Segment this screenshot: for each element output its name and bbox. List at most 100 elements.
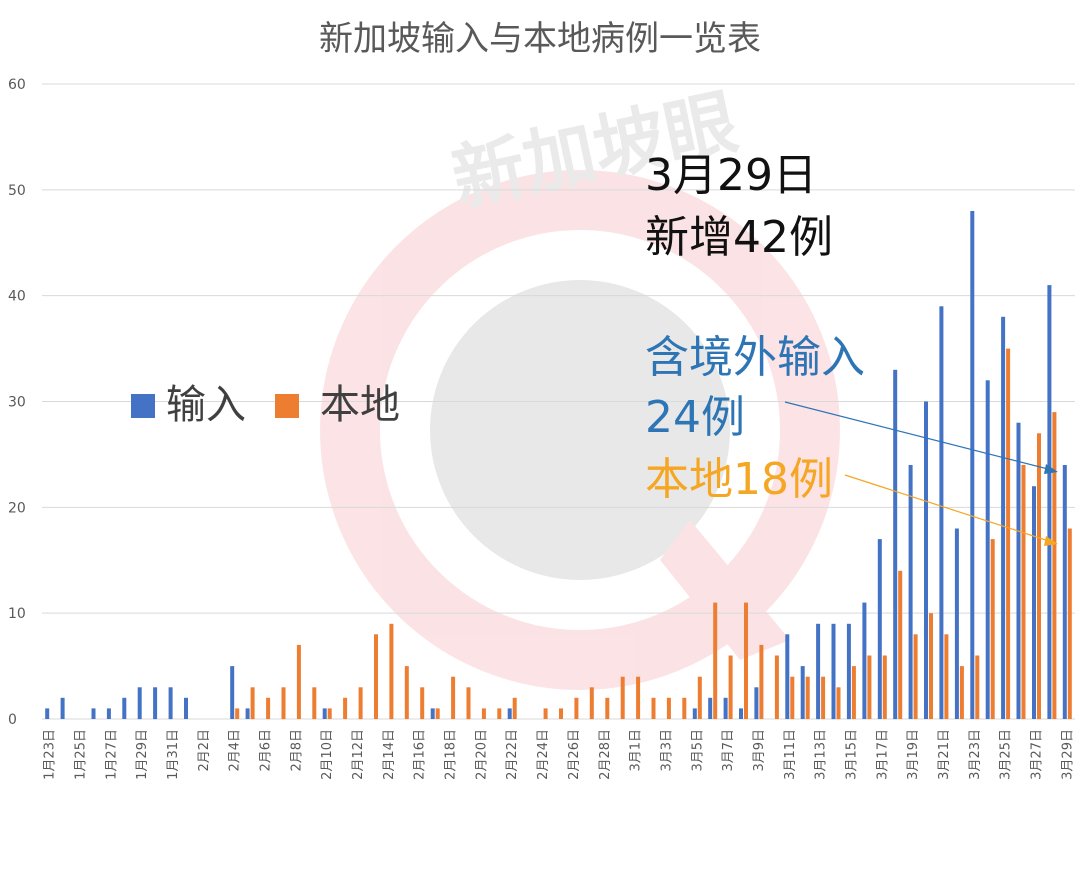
bar-local: [543, 708, 548, 719]
bar-local: [898, 570, 903, 719]
annotation-local-count: 本地18例: [645, 454, 833, 505]
bar-local: [666, 697, 671, 719]
bar-import: [1047, 285, 1052, 719]
bar-local: [990, 539, 995, 719]
y-axis-ticks: 0 10 20 30 40 50 60: [8, 77, 26, 728]
bar-import: [60, 697, 65, 719]
bar-local: [281, 687, 286, 720]
bar-local: [651, 697, 656, 719]
bar-local: [929, 613, 933, 719]
arrow-local: [844, 474, 1053, 543]
x-tick-label: 3月19日: [906, 729, 921, 780]
bar-local: [235, 708, 240, 719]
bar-local: [682, 697, 687, 719]
bar-import: [754, 687, 759, 720]
bar-import: [1032, 486, 1036, 719]
x-tick-label: 2月4日: [228, 729, 243, 772]
bar-local: [697, 676, 702, 719]
x-tick-label: 2月20日: [474, 729, 489, 780]
bars: [45, 211, 1072, 720]
bar-local: [1021, 465, 1026, 719]
annotation-total: 新增42例: [645, 212, 833, 263]
bar-import: [970, 211, 975, 719]
bar-import: [137, 687, 142, 720]
legend-swatch-local: [275, 394, 299, 418]
x-tick-label: 3月27日: [1029, 729, 1044, 780]
bar-local: [944, 634, 949, 719]
bar-local: [266, 697, 271, 719]
y-tick-label: 50: [8, 183, 26, 199]
bar-import: [708, 697, 713, 719]
bar-local: [358, 687, 363, 720]
annotation-date: 3月29日: [645, 150, 817, 201]
x-tick-label: 3月23日: [968, 729, 983, 780]
bar-import: [106, 708, 111, 719]
x-tick-label: 1月27日: [104, 729, 119, 780]
bar-import: [230, 666, 235, 719]
bar-local: [1067, 528, 1072, 719]
bar-import: [692, 708, 697, 719]
bar-import: [168, 687, 173, 720]
bar-local: [821, 676, 826, 719]
arrow-local-head: [1044, 536, 1058, 546]
bar-import: [507, 708, 512, 719]
bar-local: [759, 644, 764, 719]
bar-local: [389, 623, 394, 720]
bar-import: [862, 602, 867, 719]
bar-local: [744, 602, 748, 719]
bar-local: [404, 666, 409, 719]
bar-local: [451, 676, 456, 719]
bar-local: [1052, 412, 1057, 719]
x-tick-label: 2月10日: [320, 729, 335, 780]
bar-local: [636, 676, 641, 719]
bar-local: [374, 634, 378, 719]
bar-import: [184, 697, 188, 719]
bar-import: [1016, 422, 1021, 719]
bar-local: [466, 687, 471, 720]
bar-local: [790, 676, 795, 719]
bar-local: [559, 708, 563, 719]
bar-local: [959, 666, 964, 719]
bar-import: [846, 623, 851, 720]
bar-local: [327, 708, 332, 719]
bar-local: [913, 634, 918, 719]
bar-import: [831, 623, 836, 720]
bar-local: [1006, 348, 1011, 719]
bar-local: [774, 655, 779, 719]
bar-import: [1062, 465, 1067, 719]
bar-import: [877, 539, 882, 719]
x-tick-label: 3月1日: [629, 729, 644, 772]
x-tick-label: 3月13日: [814, 729, 829, 780]
bar-import: [800, 666, 805, 719]
bar-import: [723, 697, 728, 719]
bar-local: [851, 666, 856, 719]
x-tick-label: 1月29日: [135, 729, 150, 780]
bar-import: [785, 634, 790, 719]
legend-label-local: 本地: [320, 382, 400, 428]
bar-local: [343, 697, 348, 719]
bar-local: [620, 676, 625, 719]
legend: 输入 本地: [131, 382, 400, 428]
x-tick-label: 3月9日: [752, 729, 767, 772]
x-tick-label: 3月7日: [721, 729, 736, 772]
y-tick-label: 60: [8, 77, 26, 93]
x-tick-label: 1月23日: [43, 729, 58, 780]
x-tick-label: 2月16日: [413, 729, 428, 780]
bar-local: [728, 655, 733, 719]
legend-label-import: 输入: [166, 382, 246, 428]
bar-local: [296, 644, 301, 719]
bar-local: [882, 655, 887, 719]
bar-import: [245, 708, 250, 719]
bar-import: [816, 623, 821, 720]
bar-import: [122, 697, 127, 719]
y-tick-label: 20: [8, 500, 26, 516]
y-tick-label: 30: [8, 395, 26, 411]
x-tick-label: 2月18日: [444, 729, 459, 780]
y-tick-label: 40: [8, 289, 26, 305]
bar-local: [574, 697, 579, 719]
x-tick-label: 2月8日: [289, 729, 304, 772]
bar-local: [512, 697, 517, 719]
bar-local: [836, 687, 841, 720]
x-tick-label: 3月11日: [783, 729, 798, 780]
